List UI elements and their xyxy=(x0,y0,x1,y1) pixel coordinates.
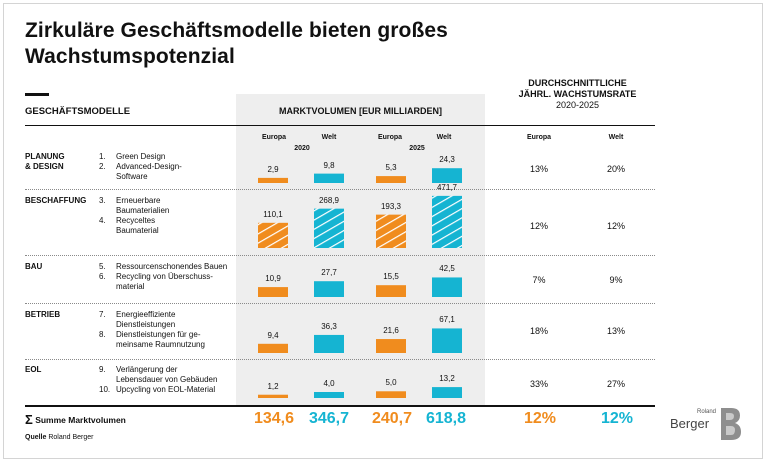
bar-label: 13,2 xyxy=(439,374,455,384)
section-label-eol: EOL xyxy=(25,365,42,374)
col-europa-2025: Europa xyxy=(377,134,403,141)
growth-rate-welt: 13% xyxy=(606,326,625,336)
total-growth-europa: 12% xyxy=(523,410,557,427)
section-items-beschaffung: 3. Erneuerbare Baumaterialien 4. Recycelte… xyxy=(99,196,170,235)
bar-welt-2025-1 xyxy=(432,195,462,248)
logo-b-mark xyxy=(721,408,741,440)
section-items-bau: 5. Ressourcenschonendes Bauen 6. Recycling… xyxy=(99,262,228,291)
source-note: Quelle Roland Berger xyxy=(25,434,94,441)
section-label-beschaffung: BESCHAFFUNG xyxy=(25,196,87,205)
bar-label: 1,2 xyxy=(267,381,279,391)
bar-label: 9,4 xyxy=(267,330,279,340)
bar-welt-2020-1 xyxy=(314,208,344,248)
bar-label: 5,0 xyxy=(385,378,397,388)
bar-label: 9,8 xyxy=(323,160,335,170)
market-volume-panel xyxy=(236,94,485,406)
section-items-planung: 1. Green Design 2. Advanced-Design- Softwa… xyxy=(99,152,182,181)
growth-rate-welt: 9% xyxy=(609,275,623,285)
bar-europa-2020-3 xyxy=(258,343,288,353)
bar-welt-2020-0 xyxy=(314,173,344,183)
bar-label: 36,3 xyxy=(321,321,337,331)
row-separator xyxy=(25,189,655,190)
growth-header-line2: JÄHRL. WACHSTUMSRATE xyxy=(518,89,637,99)
bar-europa-2025-3 xyxy=(376,339,406,353)
bar-label: 24,3 xyxy=(439,155,455,165)
logo-text-berger: Berger xyxy=(670,416,710,431)
bar-welt-2025-2 xyxy=(432,277,462,297)
bar-europa-2020-0 xyxy=(258,177,288,183)
col-growth-welt: Welt xyxy=(608,134,624,141)
row-separator xyxy=(25,359,655,360)
bar-europa-2020-1 xyxy=(258,222,288,248)
growth-rate-europa: 13% xyxy=(529,164,548,174)
total-welt-2025: 618,8 xyxy=(425,410,467,427)
bar-europa-2025-4 xyxy=(376,391,406,398)
bar-welt-2025-4 xyxy=(432,387,462,398)
section-items-betrieb: 7. Energieeffiziente Dienstleistungen 8. D… xyxy=(99,310,205,349)
col-welt-2020: Welt xyxy=(321,134,337,141)
logo-text-roland: Roland xyxy=(697,409,717,415)
growth-header-line1: DURCHSCHNITTLICHE xyxy=(528,78,627,88)
total-welt-2020: 346,7 xyxy=(308,410,350,427)
bar-europa-2020-4 xyxy=(258,394,288,398)
market-volume-header: MARKTVOLUMEN [EUR MILLIARDEN] xyxy=(279,106,442,116)
total-growth-welt: 12% xyxy=(600,410,634,427)
growth-rate-welt: 12% xyxy=(606,221,625,231)
bar-welt-2025-3 xyxy=(432,328,462,353)
section-label-planung: PLANUNG & DESIGN xyxy=(25,152,65,171)
col-growth-europa: Europa xyxy=(526,134,552,141)
section-label-bau: BAU xyxy=(25,262,43,271)
row-separator xyxy=(25,255,655,256)
growth-rate-header: DURCHSCHNITTLICHE JÄHRL. WACHSTUMSRATE 2… xyxy=(490,78,665,111)
bar-label: 110,1 xyxy=(263,209,283,219)
bar-welt-2025-0 xyxy=(432,168,462,183)
growth-rate-welt: 27% xyxy=(606,379,625,389)
bar-europa-2025-2 xyxy=(376,285,406,297)
bar-label: 471,7 xyxy=(436,182,458,192)
bar-label: 21,6 xyxy=(383,326,399,336)
col-year-2020: 2020 xyxy=(294,145,310,152)
row-separator xyxy=(25,303,655,304)
bar-label: 5,3 xyxy=(385,163,397,173)
growth-rate-europa: 18% xyxy=(529,326,548,336)
section-items-eol: 9. Verlängerung der Lebensdauer von Gebäu… xyxy=(99,365,218,394)
chart-title: Zirkuläre Geschäftsmodelle bieten großes… xyxy=(25,19,448,68)
bar-label: 67,1 xyxy=(439,315,455,325)
business-models-header: GESCHÄFTSMODELLE xyxy=(25,106,131,117)
roland-berger-logo: Roland Berger xyxy=(670,407,746,443)
col-welt-2025: Welt xyxy=(436,134,452,141)
bar-label: 2,9 xyxy=(267,164,279,174)
col-year-2025: 2025 xyxy=(409,145,425,152)
bar-welt-2020-2 xyxy=(314,281,344,297)
sigma-icon: Σ xyxy=(25,412,33,427)
bar-label: 27,7 xyxy=(321,268,337,278)
bar-label: 10,9 xyxy=(265,274,281,284)
growth-rate-europa: 33% xyxy=(529,379,548,389)
bar-label: 268,9 xyxy=(318,195,340,205)
sum-label: Σ Summe Marktvolumen xyxy=(25,412,126,427)
frame xyxy=(3,3,763,459)
bar-label: 15,5 xyxy=(383,272,399,282)
bar-label: 193,3 xyxy=(380,201,402,211)
growth-rate-europa: 12% xyxy=(529,221,548,231)
bar-welt-2020-3 xyxy=(314,334,344,353)
bar-europa-2025-0 xyxy=(376,176,406,183)
header-underline xyxy=(25,125,655,126)
growth-header-years: 2020-2025 xyxy=(555,100,600,110)
bar-europa-2020-2 xyxy=(258,287,288,297)
totals-divider xyxy=(25,405,655,407)
total-europa-2025: 240,7 xyxy=(371,410,413,427)
title-accent-bar xyxy=(25,93,49,96)
col-europa-2020: Europa xyxy=(261,134,287,141)
sum-label-text: Summe Marktvolumen xyxy=(35,415,126,425)
total-europa-2020: 134,6 xyxy=(253,410,295,427)
section-label-betrieb: BETRIEB xyxy=(25,310,61,319)
bar-europa-2025-1 xyxy=(376,214,406,248)
growth-rate-europa: 7% xyxy=(532,275,546,285)
growth-rate-welt: 20% xyxy=(606,164,625,174)
bar-label: 4,0 xyxy=(323,379,335,388)
bar-welt-2020-4 xyxy=(314,392,344,398)
bar-label: 42,5 xyxy=(439,264,455,274)
